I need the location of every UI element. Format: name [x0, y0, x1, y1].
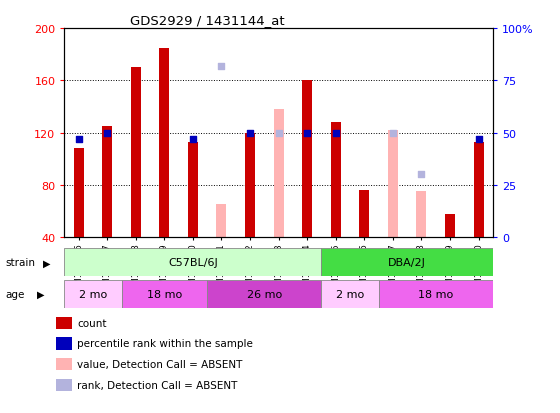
Bar [207, 280, 321, 309]
Bar [102, 127, 112, 237]
Text: 26 mo: 26 mo [247, 290, 282, 299]
Text: 18 mo: 18 mo [418, 290, 453, 299]
Point [188, 136, 198, 143]
Bar [379, 280, 493, 309]
Bar [131, 68, 141, 237]
Point [274, 130, 283, 136]
Text: 18 mo: 18 mo [147, 290, 182, 299]
Text: count: count [77, 318, 107, 328]
Text: DBA/2J: DBA/2J [388, 258, 426, 268]
Bar [302, 81, 312, 237]
Text: C57BL/6J: C57BL/6J [168, 258, 218, 268]
Text: GDS2929 / 1431144_at: GDS2929 / 1431144_at [130, 14, 284, 27]
Text: value, Detection Call = ABSENT: value, Detection Call = ABSENT [77, 359, 242, 369]
Bar [474, 142, 483, 237]
Bar [417, 192, 426, 237]
Text: ▶: ▶ [43, 258, 50, 268]
Text: 2 mo: 2 mo [336, 290, 364, 299]
Point [74, 136, 83, 143]
Text: rank, Detection Call = ABSENT: rank, Detection Call = ABSENT [77, 380, 237, 390]
Bar [445, 214, 455, 237]
Bar [160, 48, 169, 237]
Point [217, 63, 226, 70]
Bar [245, 133, 255, 237]
Bar [274, 110, 283, 237]
Bar [331, 123, 340, 237]
Text: 2 mo: 2 mo [79, 290, 107, 299]
Bar [388, 131, 398, 237]
Point [417, 172, 426, 178]
Bar [188, 142, 198, 237]
Point [474, 136, 483, 143]
Bar [122, 280, 207, 309]
Point [103, 130, 112, 136]
Bar [321, 280, 379, 309]
Bar [64, 280, 122, 309]
Point [388, 130, 397, 136]
Bar [321, 249, 493, 277]
Text: percentile rank within the sample: percentile rank within the sample [77, 339, 253, 349]
Bar [217, 205, 226, 237]
Point [245, 130, 254, 136]
Point [331, 130, 340, 136]
Text: age: age [6, 290, 25, 299]
Bar [360, 190, 369, 237]
Point [302, 130, 311, 136]
Bar [74, 149, 83, 237]
Bar [64, 249, 321, 277]
Text: ▶: ▶ [37, 290, 44, 299]
Text: strain: strain [6, 258, 36, 268]
